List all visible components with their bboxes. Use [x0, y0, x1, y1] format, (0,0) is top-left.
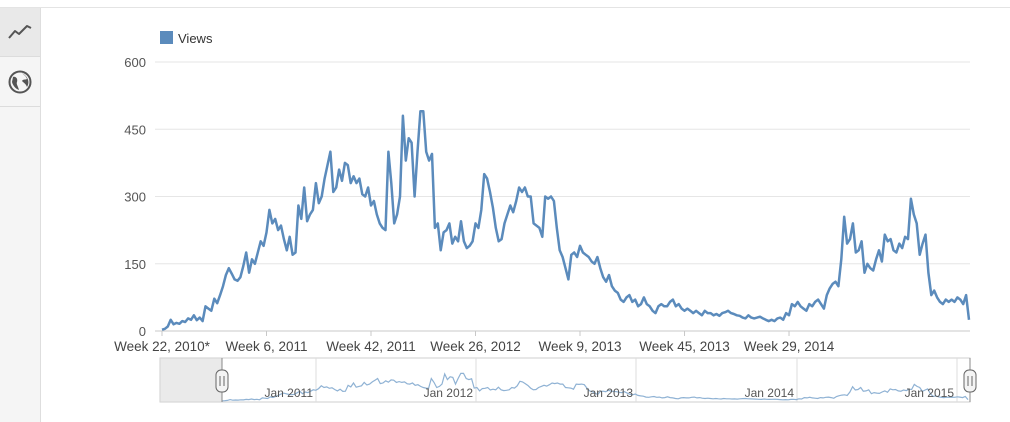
- x-tick-label: Week 6, 2011: [225, 339, 307, 354]
- x-tick-label: Week 29, 2014: [744, 339, 835, 354]
- navigator-label: Jan 2011: [265, 386, 314, 400]
- navigator-label: Jan 2014: [745, 386, 795, 400]
- navigator-handle-left[interactable]: [215, 358, 229, 402]
- y-tick-label: 600: [124, 55, 146, 70]
- navigator-mask-left: [160, 358, 222, 402]
- y-axis: 0 150 300 450 600: [124, 55, 146, 339]
- legend-label-views: Views: [178, 31, 213, 46]
- x-tick-label: Week 42, 2011: [326, 339, 416, 354]
- line-chart-view-button[interactable]: [0, 8, 40, 57]
- grid-lines: [155, 61, 970, 332]
- y-tick-label: 450: [124, 122, 146, 137]
- globe-icon: [8, 70, 32, 94]
- legend-swatch: [160, 31, 173, 44]
- map-view-button[interactable]: [0, 58, 40, 107]
- x-tick-label: Week 22, 2010*: [114, 339, 211, 354]
- navigator-label: Jan 2015: [905, 386, 955, 400]
- navigator[interactable]: Jan 2011 Jan 2012 Jan 2013 Jan 2014 Jan 2015: [159, 357, 977, 403]
- navigator-labels: Jan 2011 Jan 2012 Jan 2013 Jan 2014 Jan 2015: [265, 386, 955, 400]
- y-tick-label: 0: [139, 324, 146, 339]
- navigator-label: Jan 2013: [584, 386, 634, 400]
- x-axis: Week 22, 2010* Week 6, 2011 Week 42, 2011 W…: [114, 331, 835, 354]
- y-tick-label: 300: [124, 190, 146, 205]
- y-tick-label: 150: [124, 257, 146, 272]
- navigator-series-line: [221, 372, 969, 402]
- legend[interactable]: Views: [160, 31, 213, 46]
- x-tick-label: Week 45, 2013: [639, 339, 730, 354]
- navigator-label: Jan 2012: [424, 386, 474, 400]
- series-line-views: [161, 110, 971, 331]
- top-divider: [0, 7, 1010, 8]
- x-tick-label: Week 9, 2013: [538, 339, 621, 354]
- x-tick-label: Week 26, 2012: [430, 339, 521, 354]
- navigator-handle-right[interactable]: [963, 358, 977, 402]
- sidebar: [0, 8, 41, 422]
- line-chart-icon: [8, 25, 32, 39]
